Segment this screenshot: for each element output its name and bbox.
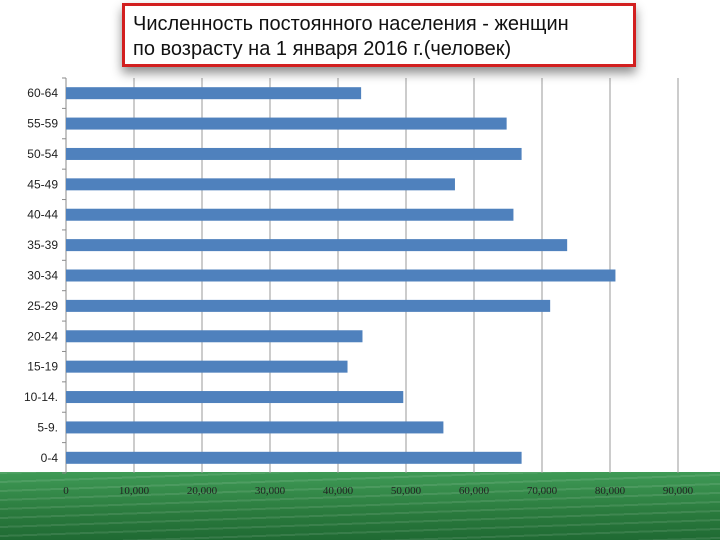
x-tick-label: 10,000: [119, 485, 150, 497]
category-label: 30-34: [27, 269, 58, 283]
chart-title-line-2: по возрасту на 1 января 2016 г.(человек): [133, 38, 512, 60]
category-label: 5-9.: [37, 420, 58, 434]
bar: [66, 391, 404, 404]
category-label: 45-49: [27, 177, 58, 191]
category-label: 25-29: [27, 299, 58, 313]
category-label: 20-24: [27, 329, 58, 343]
bar: [66, 451, 522, 464]
x-tick-label: 50,000: [391, 485, 422, 497]
bar: [66, 178, 455, 191]
footer-decor-band: [0, 472, 720, 540]
category-label: 40-44: [27, 208, 58, 222]
x-tick-label: 60,000: [459, 485, 490, 497]
x-tick-label: 90,000: [663, 485, 694, 497]
bar: [66, 117, 507, 130]
bar: [66, 299, 551, 312]
bar: [66, 147, 522, 160]
x-tick-label: 80,000: [595, 485, 626, 497]
category-label: 0-4: [41, 451, 59, 465]
bar: [66, 360, 348, 373]
x-tick-label: 0: [63, 485, 69, 497]
category-label: 35-39: [27, 238, 58, 252]
category-label: 15-19: [27, 360, 58, 374]
category-label: 60-64: [27, 86, 58, 100]
bar: [66, 239, 568, 252]
chart-title-box: Численность постоянного населения - женщ…: [122, 3, 636, 67]
category-label: 10-14.: [24, 390, 58, 404]
chart-title-line-1: Численность постоянного населения - женщ…: [133, 13, 569, 35]
x-tick-label: 20,000: [187, 485, 218, 497]
x-tick-label: 40,000: [323, 485, 354, 497]
bar: [66, 87, 362, 100]
bar: [66, 421, 444, 434]
category-label: 55-59: [27, 117, 58, 131]
x-tick-label: 30,000: [255, 485, 286, 497]
category-label: 50-54: [27, 147, 58, 161]
bar: [66, 269, 616, 282]
x-tick-label: 70,000: [527, 485, 558, 497]
bar: [66, 330, 363, 343]
bar: [66, 208, 514, 221]
